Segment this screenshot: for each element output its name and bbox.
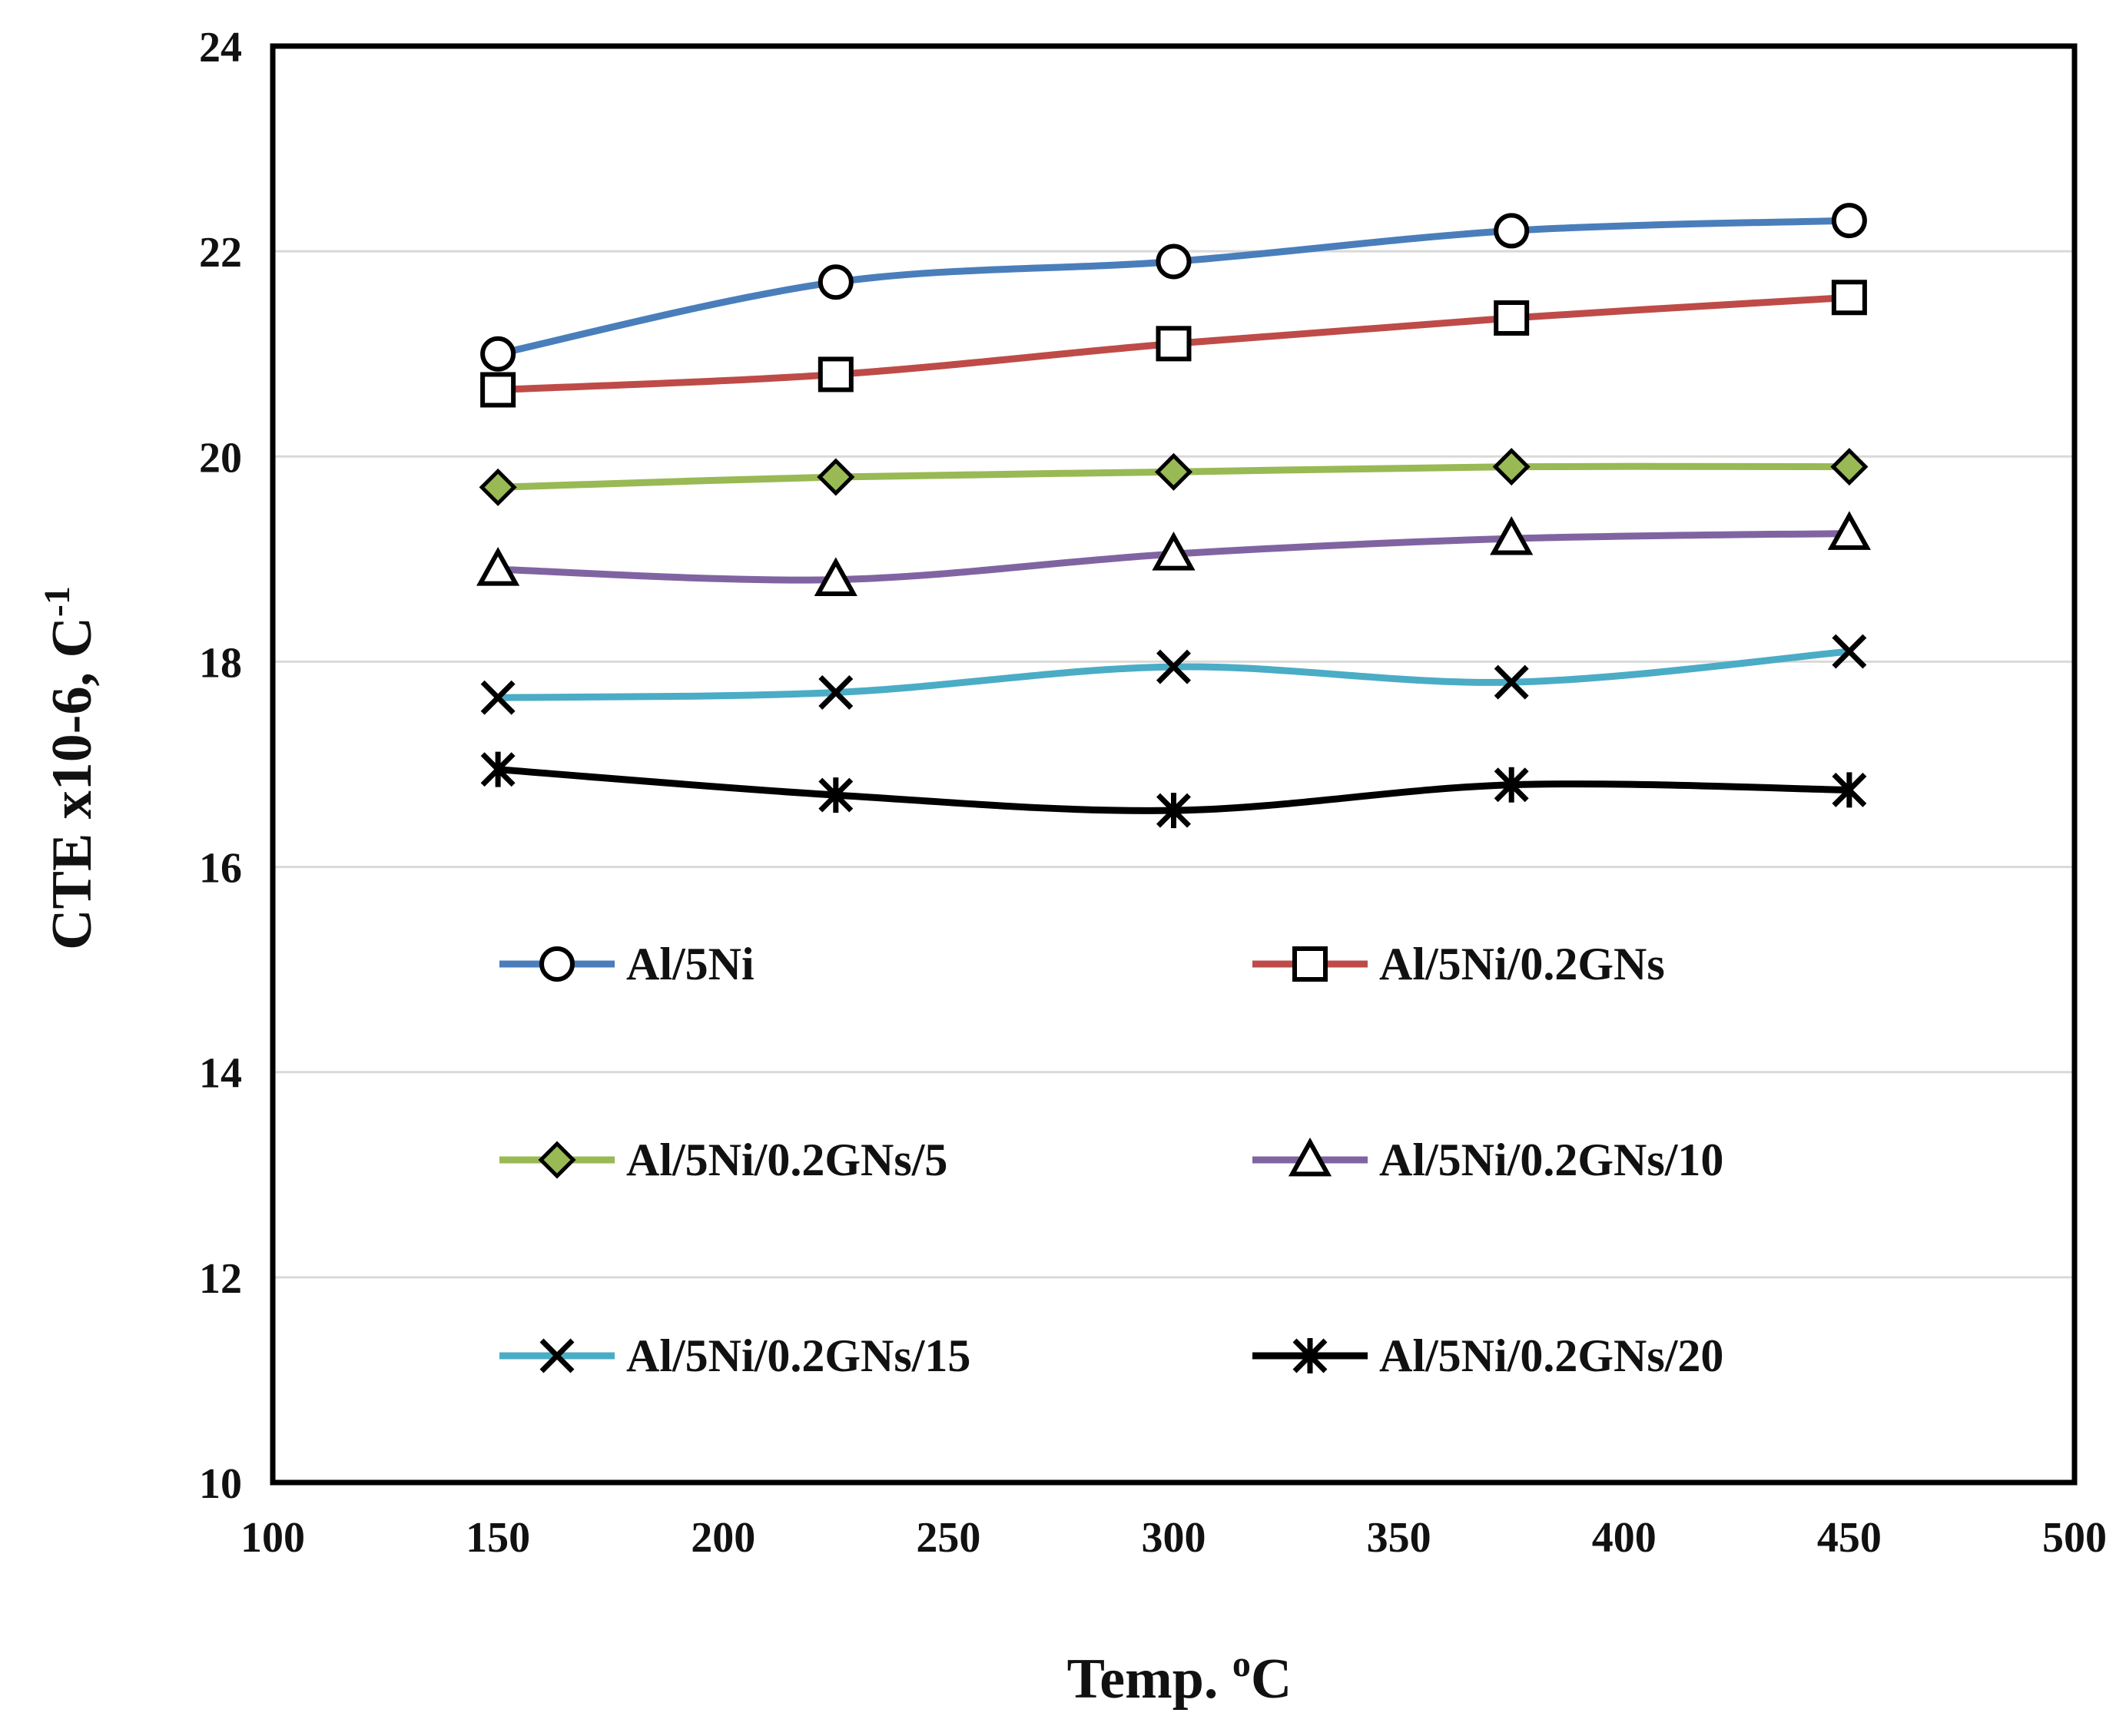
legend-swatch-marker [1288,1137,1332,1177]
data-point-al-5ni-0-2gns-10 [1490,515,1534,555]
x-tick-label: 500 [2042,1514,2107,1562]
data-point-al-5ni-0-2gns-15 [1494,664,1529,700]
x-axis-title-superscript: o [1232,1644,1251,1685]
data-point-al-5ni-0-2gns-20 [1832,772,1867,808]
series-line-al-5ni-0-2gns-15 [494,648,1853,701]
data-point-al-5ni-0-2gns-15 [1832,634,1867,669]
data-point-al-5ni-0-2gns-20 [1494,767,1529,803]
data-point-al-5ni-0-2gns [480,372,516,408]
y-tick-label: 20 [199,434,242,482]
data-point-al-5ni-0-2gns-5 [479,468,517,506]
legend-swatch-marker [1292,1338,1328,1373]
legend-label: Al/5Ni/0.2GNs [1379,939,1665,989]
data-point-al-5ni-0-2gns-20 [1156,793,1191,829]
data-point-al-5ni [1831,203,1867,239]
data-point-al-5ni-0-2gns-20 [818,777,854,813]
data-point-al-5ni-0-2gns-5 [1154,452,1193,491]
x-tick-label: 150 [466,1514,530,1562]
data-point-al-5ni-0-2gns-15 [1156,649,1191,684]
series-markers [476,203,1871,829]
data-point-al-5ni-0-2gns-5 [817,458,855,496]
data-point-al-5ni-0-2gns-10 [1827,511,1871,550]
x-tick-label: 100 [240,1514,305,1562]
y-tick-label: 12 [199,1255,242,1303]
data-point-al-5ni-0-2gns [818,356,854,393]
legend-item-al-5ni-0-2gns: Al/5Ni/0.2GNs [1252,939,1665,989]
legend-item-al-5ni-0-2gns-5: Al/5Ni/0.2GNs/5 [499,1135,947,1185]
data-point-al-5ni-0-2gns [1494,300,1530,336]
legend-label: Al/5Ni [626,939,755,989]
x-tick-label: 450 [1817,1514,1882,1562]
series-lines [494,217,1853,814]
data-point-al-5ni-0-2gns-10 [814,557,857,596]
data-point-al-5ni-0-2gns-5 [1830,448,1869,486]
legend-label: Al/5Ni/0.2GNs/20 [1379,1330,1723,1381]
legend-swatch-marker [538,1141,576,1179]
x-tick-label: 250 [916,1514,980,1562]
plot-area-border [270,43,2078,1486]
y-axis-title: CTE x10-6, C-1 [37,586,104,950]
x-axis-title-unit: C [1251,1648,1292,1711]
y-tick-label: 24 [199,24,242,71]
legend-swatch-marker [539,946,575,982]
legend-label: Al/5Ni/0.2GNs/15 [626,1330,970,1381]
data-point-al-5ni [1494,213,1530,249]
data-point-al-5ni-0-2gns-10 [476,547,520,586]
data-point-al-5ni-0-2gns-15 [818,675,854,710]
y-tick-label: 22 [199,229,242,277]
legend-label: Al/5Ni/0.2GNs/10 [1379,1135,1723,1185]
x-axis-title-text: Temp. [1067,1648,1232,1711]
y-tick-label: 16 [199,845,242,893]
x-axis-ticks: 100 150 200 250 300 350 400 450 500 [240,1514,2107,1562]
y-axis-title-superscript: -1 [37,586,78,617]
data-point-al-5ni [818,264,854,300]
x-axis-title: Temp. oC [1067,1644,1292,1711]
data-point-al-5ni [1156,244,1192,280]
legend-item-al-5ni-0-2gns-10: Al/5Ni/0.2GNs/10 [1252,1135,1723,1185]
data-point-al-5ni [480,336,516,372]
legend-label: Al/5Ni/0.2GNs/5 [626,1135,947,1185]
legend: Al/5Ni Al/5Ni/0.2GNs Al/5Ni/0.2GNs/5 Al/5Ni… [499,939,1723,1381]
y-axis-title-text: CTE x10-6, C [41,617,104,950]
data-point-al-5ni-0-2gns-5 [1492,448,1531,486]
y-tick-label: 10 [199,1460,242,1508]
legend-swatch-marker [1292,946,1328,982]
legend-swatch-marker [539,1338,575,1373]
x-tick-label: 350 [1367,1514,1431,1562]
data-point-al-5ni-0-2gns [1156,326,1192,362]
x-tick-label: 200 [691,1514,755,1562]
y-tick-label: 18 [199,639,242,687]
data-point-al-5ni-0-2gns [1831,280,1867,316]
data-point-al-5ni-0-2gns-20 [480,751,516,787]
data-point-al-5ni-0-2gns-15 [480,680,516,715]
x-tick-label: 400 [1592,1514,1657,1562]
data-point-al-5ni-0-2gns-10 [1152,532,1196,571]
x-tick-label: 300 [1142,1514,1206,1562]
legend-item-al-5ni-0-2gns-20: Al/5Ni/0.2GNs/20 [1252,1330,1723,1381]
y-axis-ticks: 10 12 14 16 18 20 22 24 [199,24,242,1508]
legend-item-al-5ni: Al/5Ni [499,939,755,989]
legend-item-al-5ni-0-2gns-15: Al/5Ni/0.2GNs/15 [499,1330,970,1381]
gridlines [273,250,2075,1279]
y-tick-label: 14 [199,1050,242,1098]
